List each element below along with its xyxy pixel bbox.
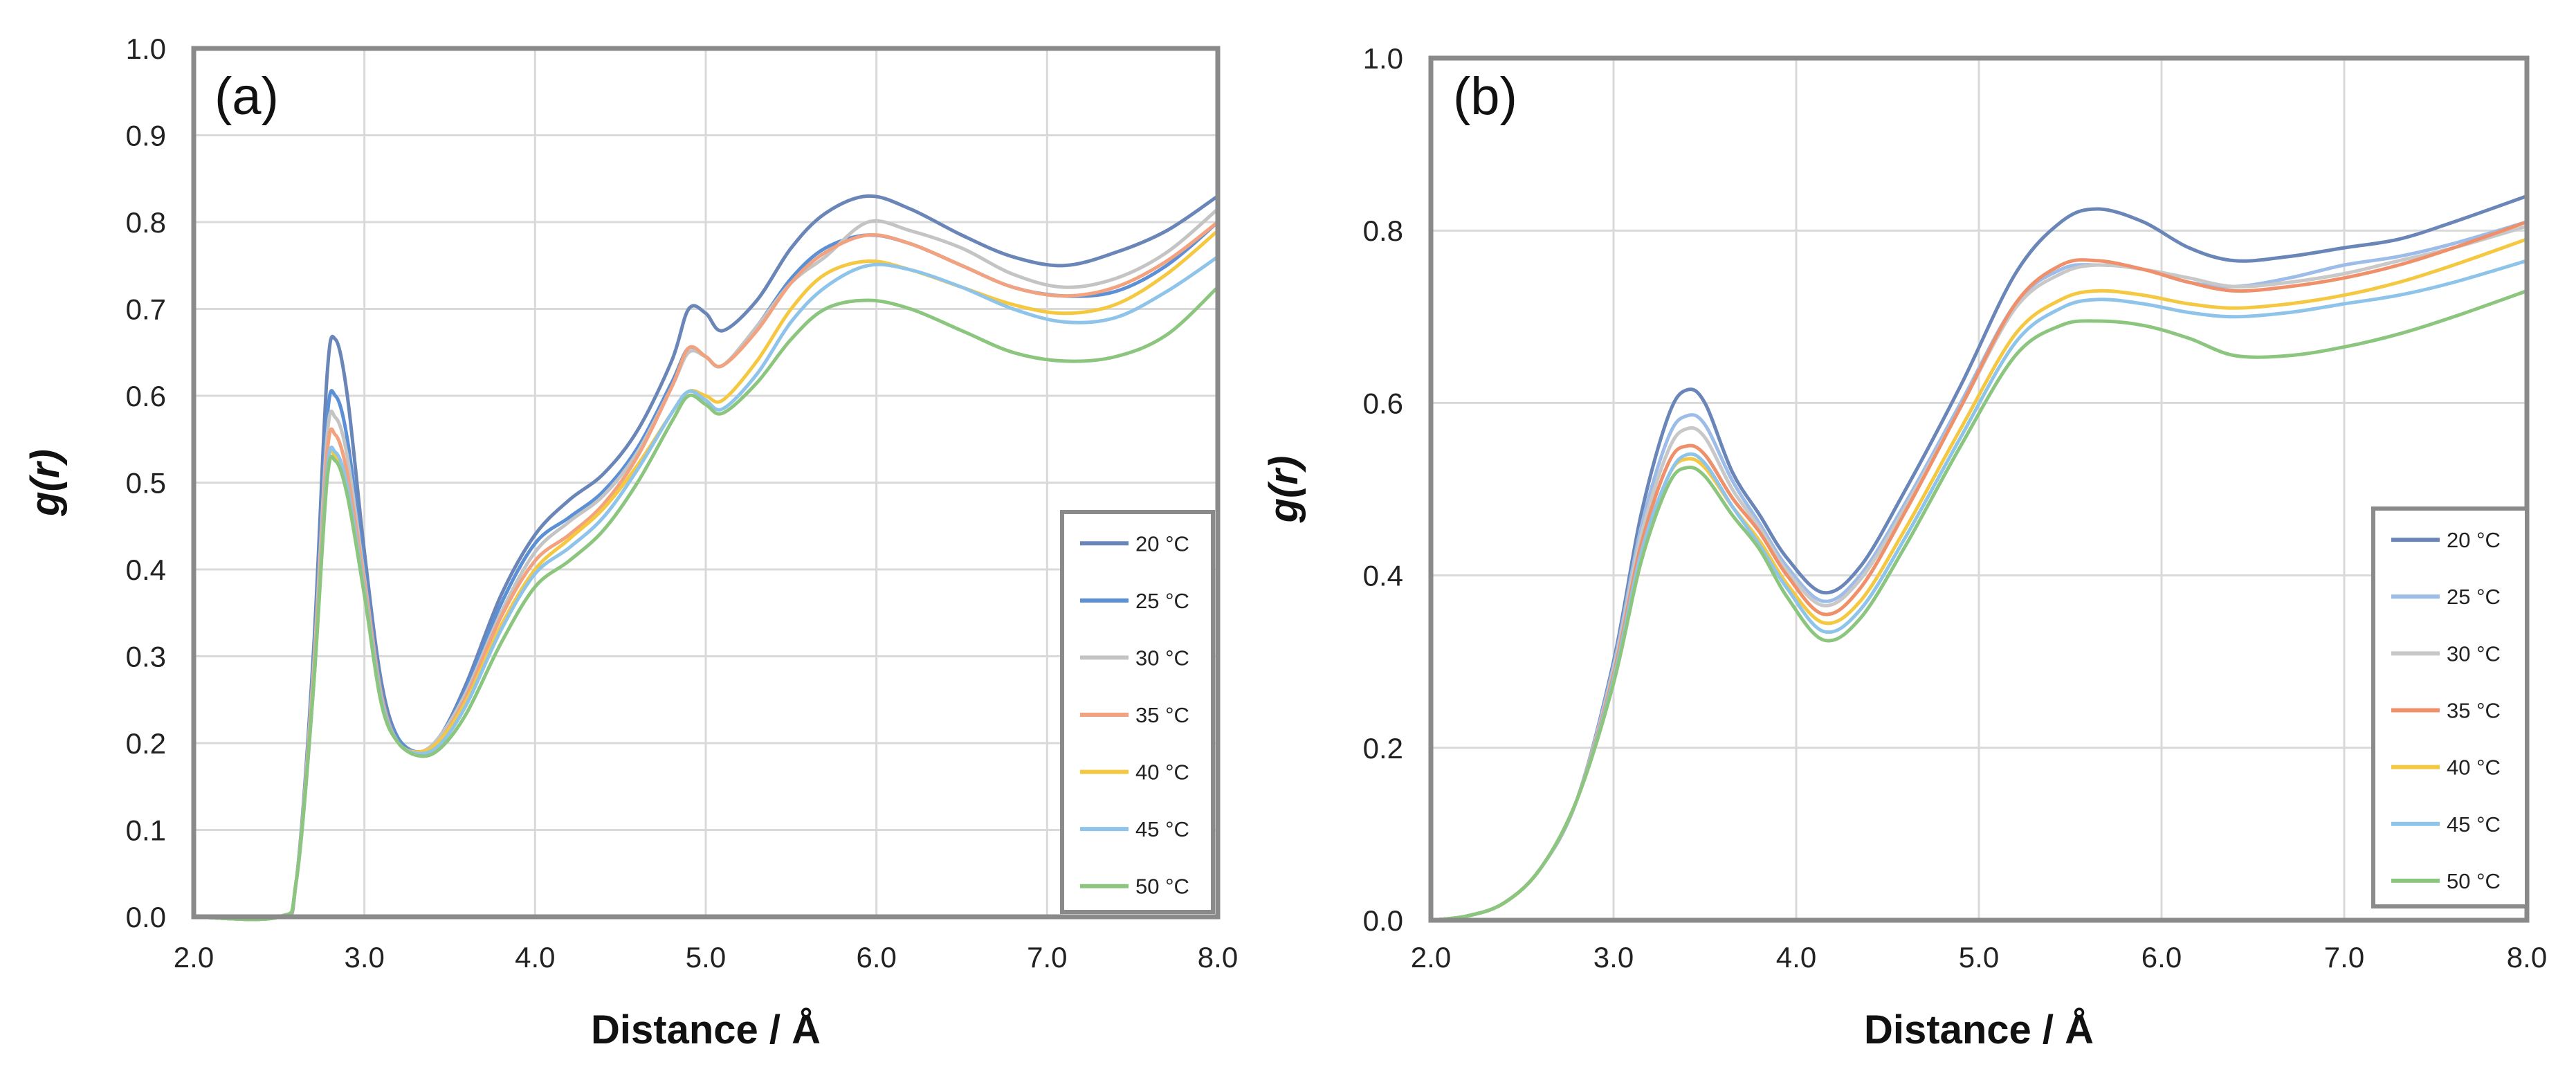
series-line-50c [1429,289,2529,922]
x-axis-title: Distance / Å [1864,1007,2094,1052]
y-tick-label: 0.4 [1363,560,1403,592]
legend-item: 20 °C [1080,531,1189,556]
x-tick-label: 7.0 [2324,941,2364,974]
x-tick-label: 4.0 [515,941,555,974]
x-tick-label: 8.0 [1198,941,1238,974]
legend-item: 30 °C [2391,641,2501,666]
panel-label: (a) [214,67,279,126]
series-line-50c [192,285,1220,922]
y-tick-label: 0.7 [126,293,166,326]
legend-label: 30 °C [2447,641,2501,666]
legend-label: 30 °C [1135,646,1189,670]
y-tick-label: 0.6 [126,380,166,412]
legend-item: 45 °C [1080,817,1189,841]
y-tick-label: 0.6 [1363,387,1403,419]
y-tick-label: 0.8 [126,206,166,239]
y-tick-labels: 0.0 0.1 0.2 0.3 0.4 0.5 0.6 0.7 0.8 0.9 1.0 [126,33,166,933]
x-tick-label: 5.0 [686,941,726,974]
legend: 20 °C 25 °C 30 °C 35 °C 40 °C 45 °C 50 °C [1060,510,1215,914]
series-lines [192,194,1220,922]
legend-item: 35 °C [2391,699,2501,723]
legend-label: 35 °C [1135,703,1189,727]
y-axis-title: g(r) [23,449,68,517]
x-tick-label: 7.0 [1027,941,1067,974]
y-tick-label: 0.4 [126,554,166,586]
legend-item: 25 °C [2391,585,2501,609]
x-axis-title: Distance / Å [591,1007,821,1052]
y-tick-label: 0.9 [126,120,166,152]
x-tick-label: 3.0 [1593,941,1634,974]
y-tick-label: 0.2 [126,727,166,760]
x-tick-label: 2.0 [174,941,214,974]
legend-label: 50 °C [2447,869,2501,893]
legend-item: 35 °C [1080,703,1189,727]
x-tick-label: 4.0 [1776,941,1816,974]
panel-label: (b) [1453,67,1517,126]
y-tick-label: 1.0 [126,33,166,65]
chart-panel-a: 0.0 0.1 0.2 0.3 0.4 0.5 0.6 0.7 0.8 0.9 1.0 2.0 3.0 4… [23,33,1238,1052]
legend-item: 30 °C [1080,646,1189,670]
x-tick-label: 6.0 [856,941,896,974]
x-tick-label: 5.0 [1959,941,1999,974]
legend-label: 25 °C [1135,589,1189,613]
legend-label: 40 °C [2447,756,2501,780]
y-tick-label: 1.0 [1363,42,1403,75]
legend-label: 40 °C [1135,760,1189,785]
y-tick-labels: 0.0 0.2 0.4 0.6 0.8 1.0 [1363,42,1403,937]
legend-item: 45 °C [2391,812,2501,837]
legend-item: 40 °C [1080,760,1189,785]
legend-label: 45 °C [2447,812,2501,837]
legend-label: 20 °C [2447,528,2501,552]
series-line-20c [192,194,1220,922]
legend-item: 25 °C [1080,589,1189,613]
y-tick-label: 0.0 [1363,904,1403,937]
x-tick-label: 2.0 [1411,941,1451,974]
legend-label: 20 °C [1135,531,1189,556]
legend-box [1060,510,1215,914]
x-tick-labels: 2.0 3.0 4.0 5.0 6.0 7.0 8.0 [1411,941,2547,974]
legend-item: 50 °C [2391,869,2501,893]
legend-item: 40 °C [2391,756,2501,780]
legend-label: 45 °C [1135,817,1189,841]
chart-panel-b: 0.0 0.2 0.4 0.6 0.8 1.0 2.0 3.0 4.0 5.0 6.0 7.0 8.0 D… [1261,42,2547,1052]
legend-item: 50 °C [1080,875,1189,899]
plot-area-border [1428,55,2530,923]
gridlines [1429,57,2528,922]
legend-label: 35 °C [2447,699,2501,723]
y-tick-label: 0.8 [1363,214,1403,247]
x-tick-label: 8.0 [2507,941,2547,974]
legend-box [2371,506,2529,908]
x-tick-labels: 2.0 3.0 4.0 5.0 6.0 7.0 8.0 [174,941,1238,974]
legend-label: 25 °C [2447,585,2501,609]
plot-area-border [191,46,1221,920]
y-tick-label: 0.0 [126,901,166,933]
legend: 20 °C 25 °C 30 °C 35 °C 40 °C 45 °C 50 °C [2371,506,2529,908]
y-tick-label: 0.1 [126,814,166,847]
legend-label: 50 °C [1135,875,1189,899]
series-lines [1429,194,2529,922]
legend-item: 20 °C [2391,528,2501,552]
y-tick-label: 0.5 [126,467,166,500]
x-tick-label: 6.0 [2141,941,2182,974]
y-tick-label: 0.3 [126,641,166,673]
y-axis-title: g(r) [1261,456,1306,524]
x-tick-label: 3.0 [344,941,384,974]
y-tick-label: 0.2 [1363,732,1403,765]
